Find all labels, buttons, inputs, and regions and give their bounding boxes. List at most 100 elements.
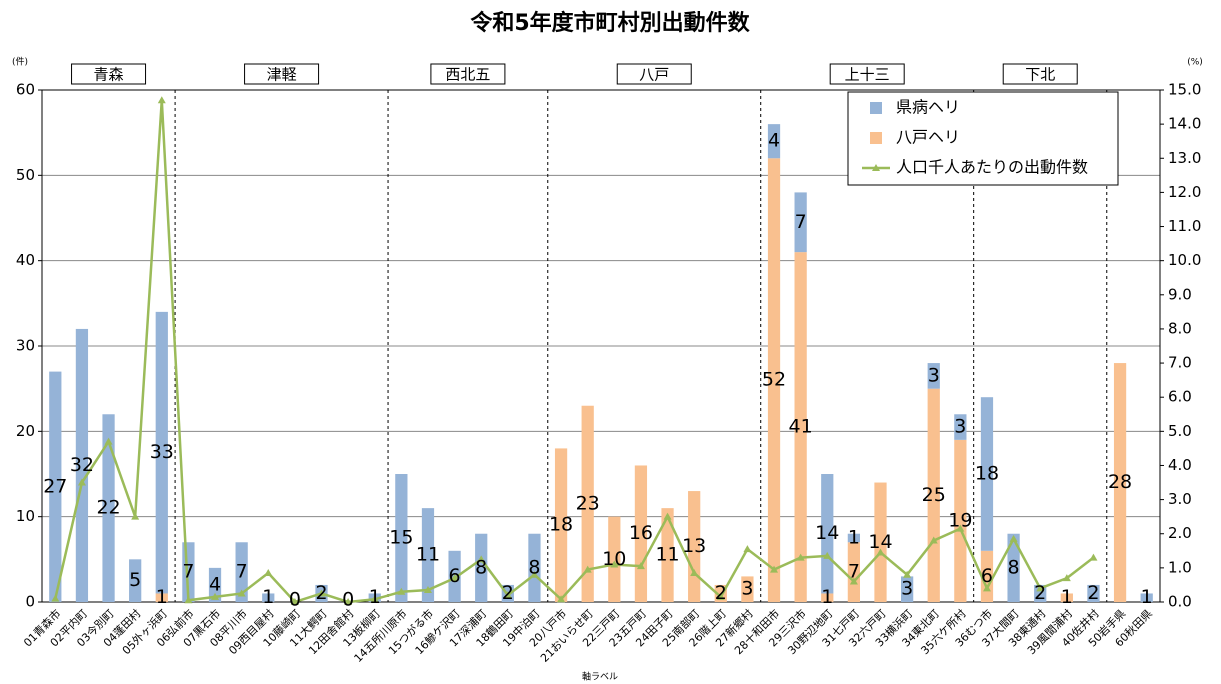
data-label: 7 [795, 211, 807, 233]
data-label: 23 [576, 492, 600, 514]
group-box [1002, 63, 1078, 85]
bar-segment [821, 593, 834, 602]
bar-segment [49, 371, 62, 602]
y2-tick-label: 13.0 [1168, 149, 1201, 167]
data-label: 1 [1141, 586, 1153, 608]
data-label: 28 [1108, 471, 1132, 493]
line-marker [237, 589, 246, 597]
data-label: 4 [209, 573, 221, 595]
data-label: 2 [715, 582, 727, 604]
y-unit: (件) [12, 56, 28, 68]
data-label: 1 [821, 586, 833, 608]
group-label: 青森 [94, 66, 124, 84]
y2-tick-label: 0.0 [1168, 593, 1192, 611]
group-box [616, 63, 692, 85]
bar-segment [475, 533, 488, 602]
bar-segment [1060, 593, 1073, 602]
line-marker [770, 565, 779, 573]
y2-tick-label: 5.0 [1168, 422, 1192, 440]
data-label: 3 [954, 416, 966, 438]
data-label: 32 [70, 454, 94, 476]
y2-tick-label: 10.0 [1168, 251, 1201, 269]
chart-title: 令和5年度市町村別出動件数 [470, 10, 750, 36]
line-marker [131, 512, 140, 520]
bar-segment [554, 448, 568, 602]
bar-segment [1087, 584, 1100, 602]
line-marker [929, 536, 938, 544]
line-marker [982, 584, 991, 592]
data-label: 41 [789, 416, 813, 438]
y2-tick-label: 12.0 [1168, 183, 1201, 201]
line-marker [610, 560, 619, 568]
line-marker [370, 595, 379, 603]
line-marker [1062, 574, 1071, 582]
bar-segment [155, 593, 168, 602]
bar-segment [129, 559, 142, 602]
data-label: 2 [315, 582, 327, 604]
line-marker [636, 562, 645, 570]
data-label: 2 [1034, 582, 1046, 604]
bar-segment [155, 311, 168, 594]
data-label: 27 [43, 475, 67, 497]
bar-segment [980, 397, 994, 551]
group-box [71, 63, 147, 85]
bar-segment [581, 405, 594, 602]
line-marker [77, 478, 86, 486]
legend-swatch [870, 102, 882, 114]
bar-segment [741, 576, 754, 602]
data-label: 14 [868, 531, 892, 553]
y2-tick-label: 15.0 [1168, 81, 1201, 99]
legend-box [847, 91, 1119, 186]
line-series [54, 100, 1095, 604]
data-label: 15 [389, 527, 413, 549]
data-label: 5 [129, 569, 141, 591]
line-marker [743, 545, 752, 553]
legend-label: 県病ヘリ [896, 98, 960, 117]
data-label: 1 [369, 586, 381, 608]
legend-label: 人口千人あたりの出動件数 [896, 158, 1088, 177]
line-marker [397, 587, 406, 595]
data-label: 1 [848, 527, 860, 549]
line-marker [557, 595, 566, 603]
bar-segment [794, 192, 807, 253]
y2-tick-label: 7.0 [1168, 354, 1192, 372]
y2-tick-label: 2.0 [1168, 524, 1192, 542]
line-marker [290, 598, 299, 605]
group-label: 八戸 [639, 66, 669, 84]
line-marker [956, 524, 965, 532]
line-marker [796, 553, 805, 561]
data-label: 0 [289, 589, 301, 611]
bar-segment [847, 542, 861, 602]
x-axis-label: 軸ラベル [582, 671, 618, 683]
group-label: 津軽 [267, 66, 297, 84]
data-label: 10 [602, 548, 626, 570]
data-label: 25 [922, 484, 946, 506]
data-label: 6 [449, 565, 461, 587]
bar-segment [1113, 363, 1127, 602]
bar-segment [847, 533, 861, 543]
data-label: 8 [528, 556, 540, 578]
line-marker [51, 594, 60, 602]
bar-segment [900, 576, 914, 602]
data-label: 6 [981, 565, 993, 587]
data-label: 19 [948, 509, 972, 531]
line-marker [317, 589, 326, 597]
bar-segment [395, 474, 408, 602]
line-marker [157, 96, 166, 104]
data-label: 52 [762, 369, 786, 391]
data-label: 22 [96, 497, 120, 519]
bar-segment [821, 474, 834, 594]
line-marker [104, 437, 113, 445]
y2-unit: (%) [1187, 58, 1203, 68]
data-label: 16 [629, 522, 653, 544]
y2-tick-label: 11.0 [1168, 217, 1201, 235]
line-marker [477, 555, 486, 563]
line-marker [849, 577, 858, 585]
line-marker [1036, 584, 1045, 592]
data-label: 7 [848, 561, 860, 583]
y2-tick-label: 8.0 [1168, 319, 1192, 337]
group-label: 下北 [1025, 66, 1055, 84]
data-label: 8 [1008, 556, 1020, 578]
data-label: 7 [182, 561, 194, 583]
